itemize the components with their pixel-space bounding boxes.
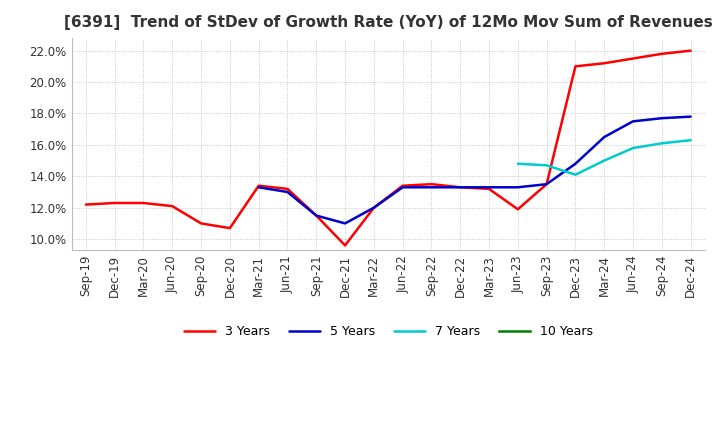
- 5 Years: [542, 182, 551, 187]
- 7 Years: [657, 141, 666, 146]
- Title: [6391]  Trend of StDev of Growth Rate (YoY) of 12Mo Mov Sum of Revenues: [6391] Trend of StDev of Growth Rate (Yo…: [64, 15, 713, 30]
- 3 Years: [369, 205, 378, 210]
- 5 Years: [485, 185, 493, 190]
- 5 Years: [456, 185, 464, 190]
- 5 Years: [283, 189, 292, 194]
- 3 Years: [398, 183, 407, 188]
- 3 Years: [571, 64, 580, 69]
- 7 Years: [600, 158, 608, 163]
- 3 Years: [283, 186, 292, 191]
- 5 Years: [571, 161, 580, 166]
- 3 Years: [427, 182, 436, 187]
- 5 Years: [341, 221, 349, 226]
- 3 Years: [600, 61, 608, 66]
- 3 Years: [485, 186, 493, 191]
- Line: 3 Years: 3 Years: [86, 51, 690, 246]
- 7 Years: [513, 161, 522, 166]
- 3 Years: [341, 243, 349, 248]
- 3 Years: [168, 203, 176, 209]
- 3 Years: [225, 225, 234, 231]
- 5 Years: [254, 185, 263, 190]
- Line: 7 Years: 7 Years: [518, 140, 690, 175]
- 3 Years: [686, 48, 695, 53]
- 3 Years: [139, 200, 148, 205]
- 3 Years: [312, 213, 320, 218]
- 5 Years: [600, 134, 608, 139]
- 7 Years: [629, 145, 637, 150]
- Line: 5 Years: 5 Years: [258, 117, 690, 224]
- 3 Years: [81, 202, 90, 207]
- 3 Years: [110, 200, 119, 205]
- 5 Years: [657, 116, 666, 121]
- 3 Years: [542, 182, 551, 187]
- 7 Years: [571, 172, 580, 177]
- 3 Years: [513, 207, 522, 212]
- 3 Years: [197, 221, 205, 226]
- 5 Years: [312, 213, 320, 218]
- 5 Years: [513, 185, 522, 190]
- 3 Years: [456, 185, 464, 190]
- 7 Years: [542, 163, 551, 168]
- Legend: 3 Years, 5 Years, 7 Years, 10 Years: 3 Years, 5 Years, 7 Years, 10 Years: [179, 320, 598, 343]
- 5 Years: [686, 114, 695, 119]
- 5 Years: [369, 205, 378, 210]
- 5 Years: [427, 185, 436, 190]
- 3 Years: [254, 183, 263, 188]
- 3 Years: [629, 56, 637, 61]
- 7 Years: [686, 138, 695, 143]
- 3 Years: [657, 51, 666, 56]
- 5 Years: [629, 119, 637, 124]
- 5 Years: [398, 185, 407, 190]
